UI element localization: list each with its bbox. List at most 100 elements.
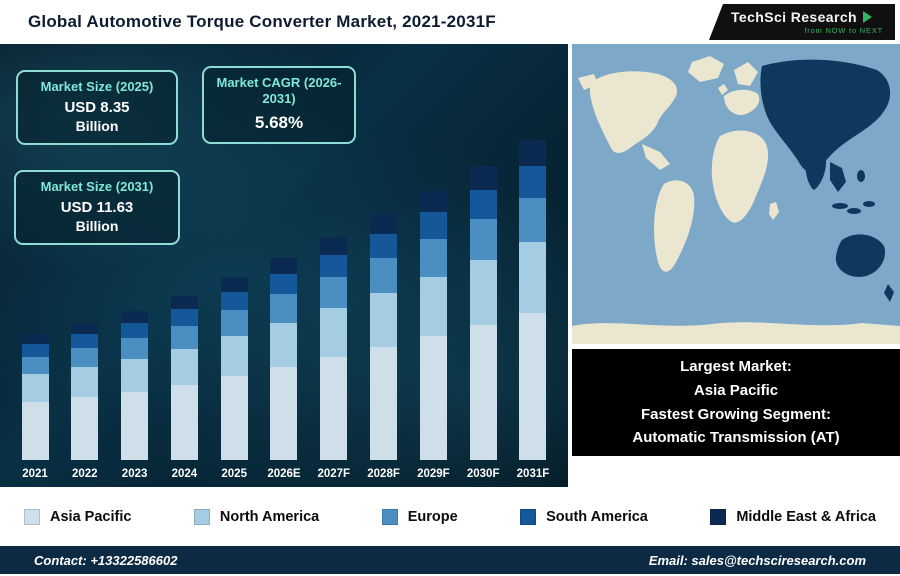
fastest-segment-label: Fastest Growing Segment: xyxy=(640,405,832,423)
legend-swatch xyxy=(710,508,727,525)
page-title: Global Automotive Torque Converter Marke… xyxy=(28,12,496,31)
chart-panel: Market Size (2025) USD 8.35 Billion Mark… xyxy=(0,44,568,487)
legend-label: Asia Pacific xyxy=(50,508,132,525)
map-antarctica xyxy=(572,322,900,344)
bar-stack xyxy=(270,258,298,460)
bar-stack xyxy=(21,334,49,460)
bar-segment-europe xyxy=(419,239,447,278)
bar-segment-europe xyxy=(21,356,49,375)
bar-segment-north-america xyxy=(270,322,298,368)
map-europe xyxy=(724,89,760,116)
bar-segment-asia-pacific xyxy=(370,346,398,460)
bar-slot: 2031F xyxy=(512,140,554,480)
legend-item: Asia Pacific xyxy=(24,508,132,525)
x-axis-label: 2030F xyxy=(466,468,500,480)
bar-segment-middle-east-africa xyxy=(121,311,149,323)
stat-label: Market Size (2031) xyxy=(40,179,154,194)
map-indonesia-island xyxy=(847,208,861,214)
bar-segment-south-america xyxy=(21,344,49,357)
legend: Asia Pacific North America Europe South Ame… xyxy=(0,487,900,546)
bar-slot: 2030F xyxy=(462,166,504,480)
map-philippines-island xyxy=(857,170,865,182)
bar-segment-middle-east-africa xyxy=(71,323,99,334)
bar-segment-asia-pacific xyxy=(469,324,497,460)
map-new-zealand-highlighted xyxy=(884,284,894,302)
stat-label: Market CAGR (2026-2031) xyxy=(216,75,342,107)
stat-value: USD 11.63 xyxy=(60,199,134,217)
map-india-highlighted xyxy=(805,150,826,190)
x-axis-label: 2023 xyxy=(121,468,148,480)
legend-label: South America xyxy=(546,508,648,525)
map-australia-highlighted xyxy=(835,234,886,277)
bar-stack xyxy=(370,214,398,460)
bar-segment-south-america xyxy=(519,165,547,198)
legend-swatch xyxy=(193,508,210,525)
bar-stack xyxy=(71,323,99,460)
map-alaska xyxy=(578,74,598,90)
bar-segment-asia-pacific xyxy=(419,336,447,460)
bar-segment-asia-pacific xyxy=(519,312,547,460)
bar-segment-middle-east-africa xyxy=(220,277,248,292)
bar-segment-north-america xyxy=(71,366,99,398)
x-axis-label: 2025 xyxy=(221,468,247,480)
bar-segment-middle-east-africa xyxy=(320,237,348,255)
bar-slot: 2026E xyxy=(263,258,305,480)
largest-market-value: Asia Pacific xyxy=(693,381,779,399)
bar-segment-europe xyxy=(370,258,398,293)
bar-segment-asia-pacific xyxy=(320,357,348,460)
header: Global Automotive Torque Converter Marke… xyxy=(0,0,900,44)
x-axis-label: 2022 xyxy=(72,468,98,480)
map-scandinavia xyxy=(734,62,758,86)
stat-value: USD 8.35 xyxy=(64,99,130,117)
bar-segment-north-america xyxy=(419,277,447,337)
bar-slot: 2025 xyxy=(213,277,255,480)
world-map xyxy=(572,44,900,344)
bar-segment-south-america xyxy=(270,274,298,295)
email-text: Email: sales@techsciresearch.com xyxy=(648,552,866,568)
bar-segment-south-america xyxy=(71,333,99,348)
bar-slot: 2029F xyxy=(412,191,454,480)
bar-stack xyxy=(419,191,447,460)
logo-name: TechSci Research xyxy=(731,9,857,25)
bar-segment-middle-east-africa xyxy=(370,214,398,234)
legend-swatch xyxy=(520,508,537,525)
map-japan-highlighted xyxy=(872,100,886,116)
bar-segment-south-america xyxy=(121,322,149,338)
bar-slot: 2023 xyxy=(114,311,156,480)
map-north-america xyxy=(589,71,678,153)
x-axis-label: 2026E xyxy=(267,468,301,480)
x-axis-label: 2028F xyxy=(367,468,400,480)
bar-slot: 2027F xyxy=(313,237,355,480)
highlight-box: Largest Market: Asia Pacific Fastest Gro… xyxy=(572,349,900,456)
bar-segment-north-america xyxy=(170,348,198,385)
bar-stack xyxy=(170,296,198,460)
bar-segment-europe xyxy=(220,310,248,336)
bar-segment-europe xyxy=(469,218,497,261)
map-madagascar xyxy=(769,202,779,220)
map-central-america xyxy=(642,144,670,170)
stat-value: 5.68% xyxy=(254,112,304,132)
bar-segment-europe xyxy=(71,347,99,367)
map-british-isles xyxy=(718,84,728,95)
bar-segment-south-america xyxy=(370,233,398,259)
map-asia-highlighted xyxy=(760,59,891,173)
stat-unit: Billion xyxy=(75,118,119,135)
bar-segment-asia-pacific xyxy=(121,391,149,460)
bar-segment-asia-pacific xyxy=(170,384,198,460)
fastest-segment-value: Automatic Transmission (AT) xyxy=(632,429,840,447)
bar-segment-south-america xyxy=(469,189,497,219)
bar-segment-middle-east-africa xyxy=(469,166,497,190)
legend-label: Europe xyxy=(407,508,458,525)
bar-segment-north-america xyxy=(370,292,398,347)
legend-item: Middle East & Africa xyxy=(710,508,876,525)
legend-swatch xyxy=(24,508,40,525)
legend-swatch xyxy=(381,508,398,525)
map-indonesia-island xyxy=(832,203,848,209)
techsci-logo: TechSci Research from NOW to NEXT xyxy=(709,4,895,40)
bar-segment-south-america xyxy=(170,309,198,326)
contact-text: Contact: +13322586602 xyxy=(34,552,178,568)
bar-segment-asia-pacific xyxy=(220,375,248,460)
right-column: Largest Market: Asia Pacific Fastest Gro… xyxy=(572,44,900,487)
bar-slot: 2028F xyxy=(363,214,405,480)
